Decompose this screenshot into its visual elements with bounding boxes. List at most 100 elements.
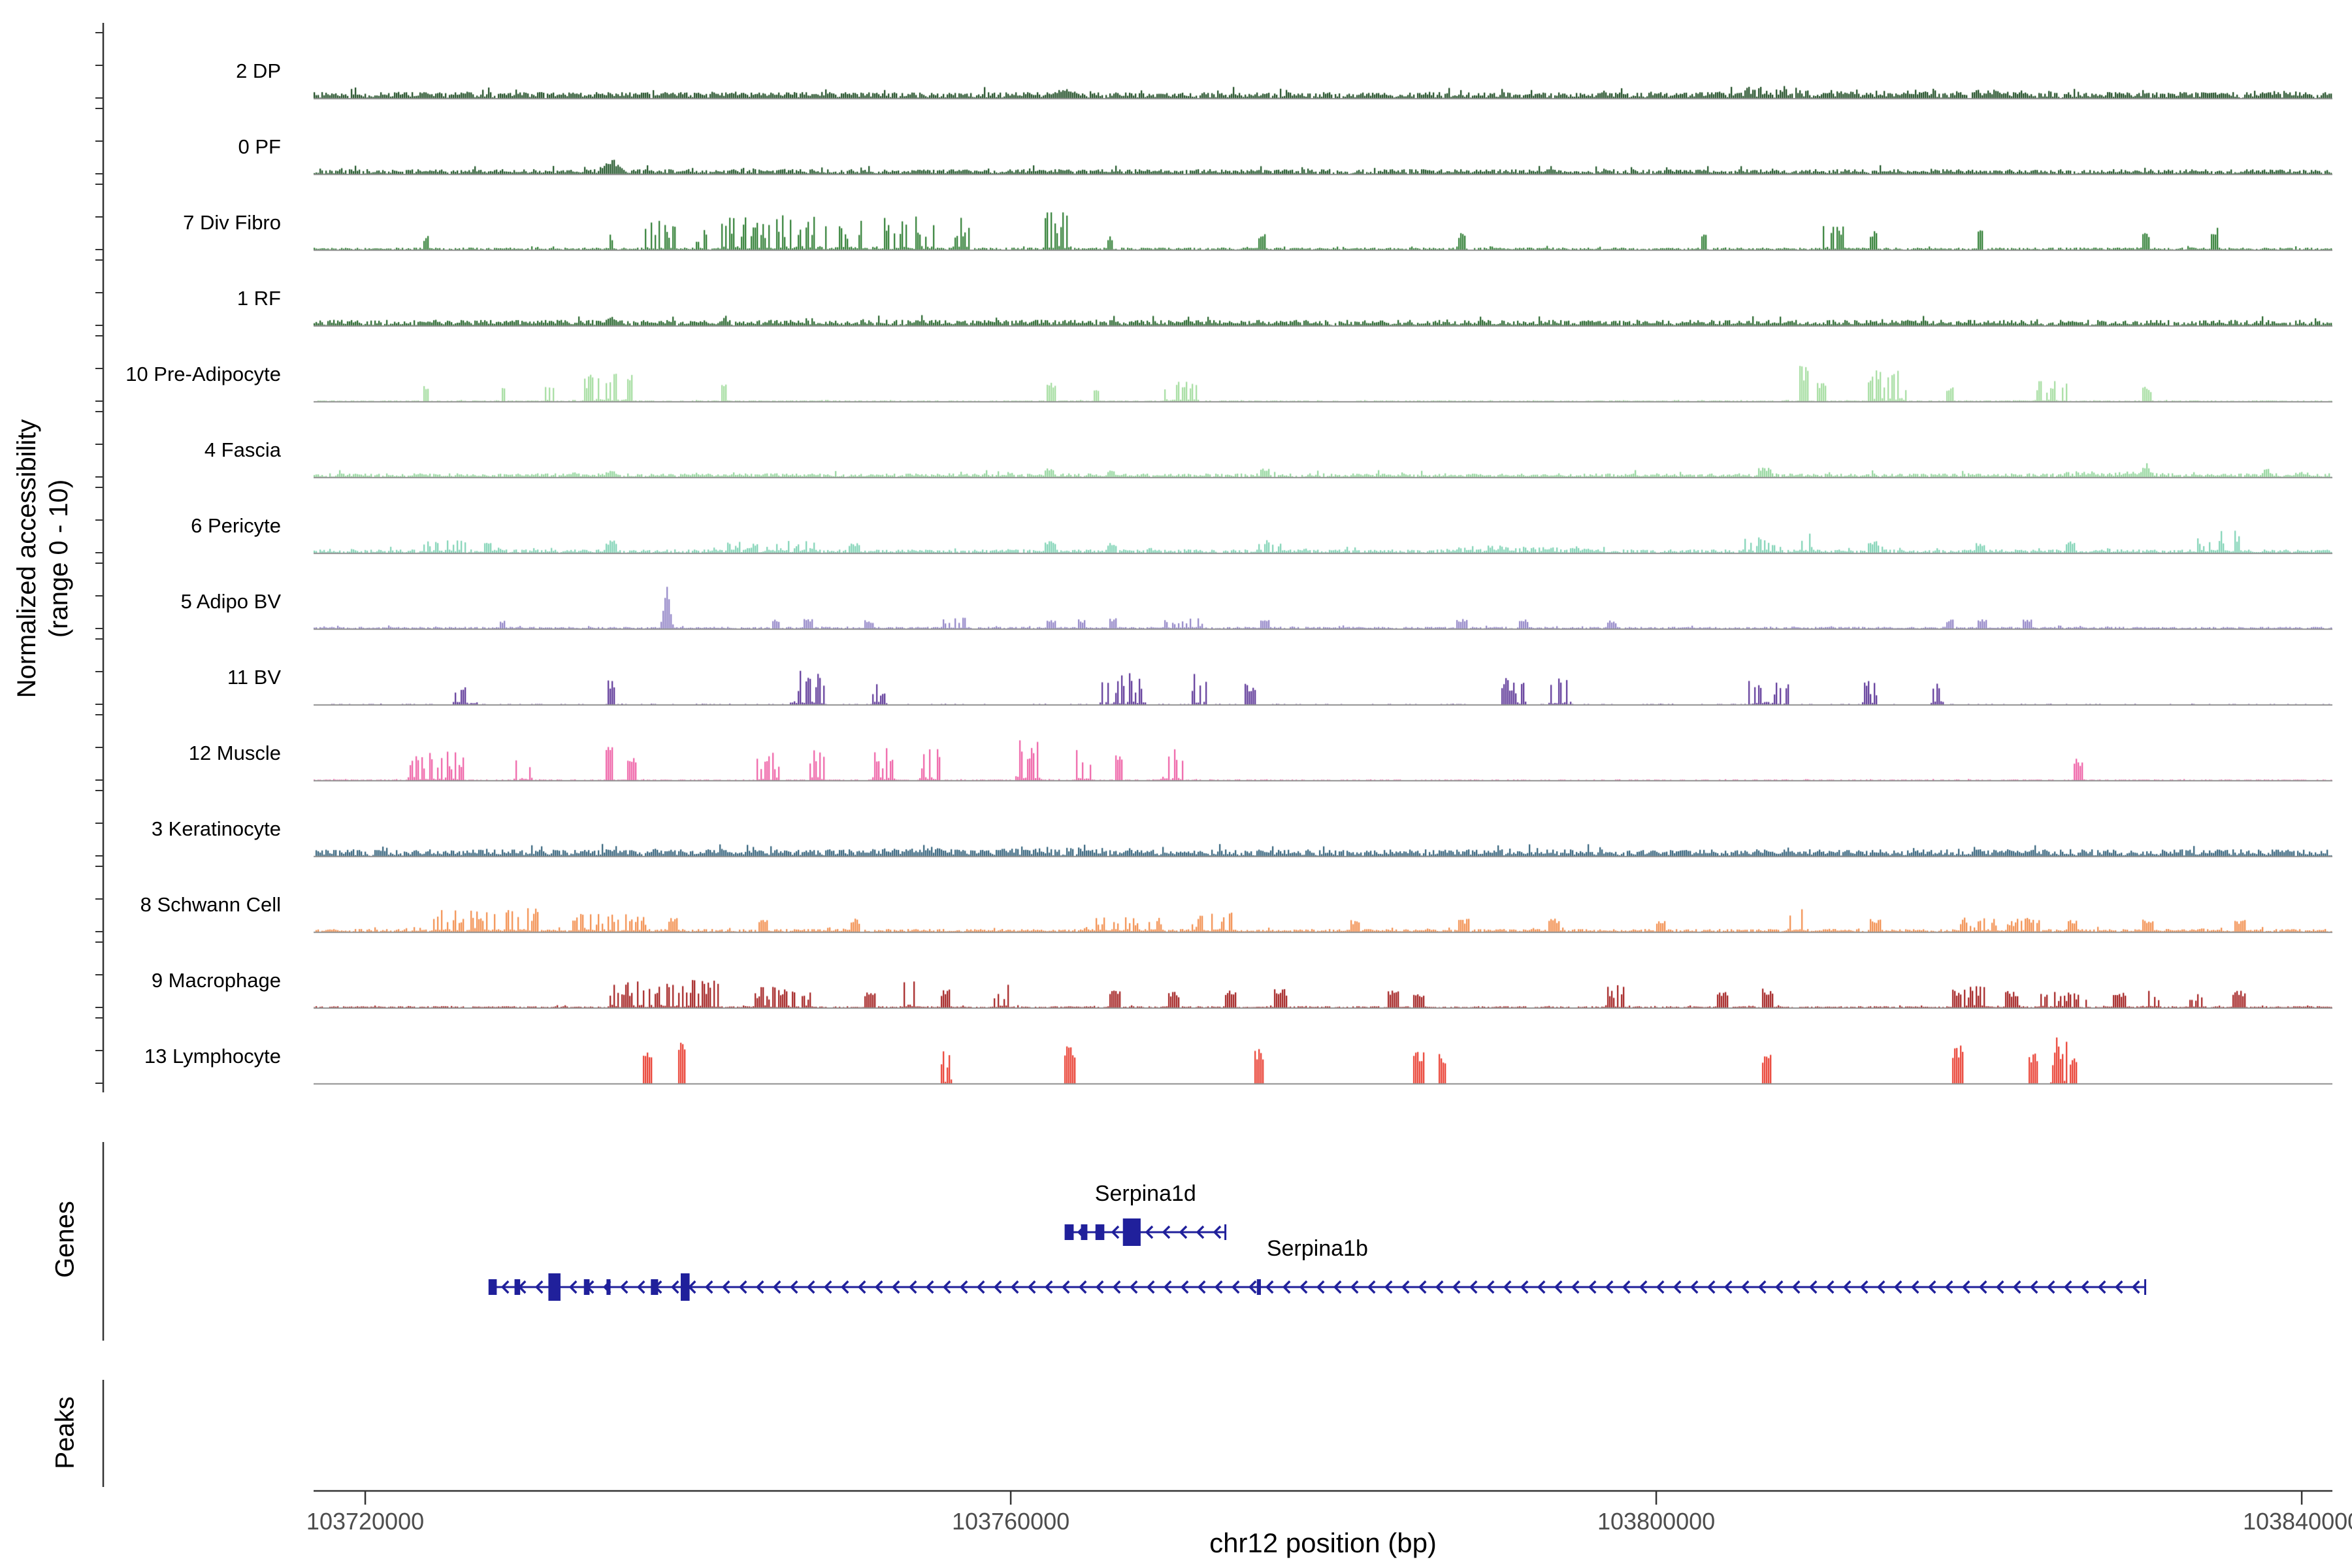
gene-strand-arrow bbox=[1486, 1280, 1495, 1294]
gene-strand-arrow bbox=[738, 1280, 747, 1294]
x-axis-tick-label-3: 103840000 bbox=[2242, 1508, 2352, 1535]
gene-strand-arrow bbox=[1027, 1280, 1036, 1294]
gene-strand-arrow bbox=[1146, 1280, 1155, 1294]
track-label-0: 2 DP bbox=[236, 59, 281, 82]
x-axis-tick-label-2: 103800000 bbox=[1597, 1508, 1716, 1535]
gene-strand-arrow bbox=[1010, 1280, 1019, 1294]
gene-models-svg: Serpina1d Serpina1b bbox=[488, 1181, 2146, 1301]
gene-exon bbox=[514, 1279, 521, 1295]
gene-strand-arrow bbox=[2012, 1280, 2021, 1294]
gene-strand-arrow bbox=[1893, 1280, 1903, 1294]
gene-exon bbox=[680, 1273, 690, 1301]
gene-strand-arrow bbox=[1112, 1280, 1121, 1294]
gene-strand-arrow bbox=[976, 1280, 985, 1294]
gene-exon bbox=[1256, 1279, 1261, 1295]
gene-strand-arrow bbox=[1469, 1280, 1478, 1294]
gene-label: Serpina1b bbox=[1267, 1236, 1368, 1261]
gene-strand-arrow bbox=[1248, 1280, 1257, 1294]
track-label-8: 11 BV bbox=[227, 666, 281, 689]
x-axis-tick-label-0: 103720000 bbox=[306, 1508, 425, 1535]
gene-strand-arrow bbox=[1808, 1280, 1818, 1294]
gene-strand-arrow bbox=[1162, 1225, 1171, 1239]
track-label-3: 1 RF bbox=[237, 287, 281, 310]
gene-strand-arrow bbox=[1791, 1280, 1801, 1294]
gene-strand-arrow bbox=[1656, 1280, 1665, 1294]
gene-exon bbox=[489, 1279, 497, 1295]
gene-strand-arrow bbox=[1214, 1280, 1223, 1294]
gene-strand-arrow bbox=[1163, 1280, 1172, 1294]
gene-strand-arrow bbox=[959, 1280, 968, 1294]
track-label-12: 9 Macrophage bbox=[151, 969, 281, 992]
gene-strand-arrow bbox=[1639, 1280, 1648, 1294]
gene-strand-arrow bbox=[1554, 1280, 1563, 1294]
gene-strand-arrow bbox=[925, 1280, 934, 1294]
track-label-9: 12 Muscle bbox=[188, 742, 281, 764]
gene-strand-arrow bbox=[1129, 1280, 1138, 1294]
gene-strand-arrow bbox=[755, 1280, 764, 1294]
gene-strand-arrow bbox=[1213, 1225, 1222, 1239]
gene-strand-arrow bbox=[1707, 1280, 1716, 1294]
gene-strand-arrow bbox=[840, 1280, 849, 1294]
gene-strand-arrow bbox=[1876, 1280, 1886, 1294]
gene-strand-arrow bbox=[1435, 1280, 1444, 1294]
gene-strand-arrow bbox=[1944, 1280, 1953, 1294]
gene-strand-arrow bbox=[874, 1280, 883, 1294]
gene-strand-arrow bbox=[2063, 1280, 2072, 1294]
gene-strand-arrow bbox=[1044, 1280, 1053, 1294]
gene-strand-arrow bbox=[1180, 1280, 1189, 1294]
gene-strand-arrow bbox=[721, 1280, 730, 1294]
gene-strand-arrow bbox=[1095, 1280, 1104, 1294]
gene-strand-arrow bbox=[1503, 1280, 1512, 1294]
gene-strand-arrow bbox=[1384, 1280, 1393, 1294]
gene-strand-arrow bbox=[1179, 1225, 1188, 1239]
gene-strand-arrow bbox=[1927, 1280, 1936, 1294]
gene-strand-arrow bbox=[2029, 1280, 2038, 1294]
track-label-11: 8 Schwann Cell bbox=[140, 893, 281, 916]
gene-strand-arrow bbox=[1774, 1280, 1784, 1294]
gene-strand-arrow bbox=[2080, 1280, 2089, 1294]
gene-strand-arrow bbox=[1231, 1280, 1240, 1294]
gene-strand-arrow bbox=[1995, 1280, 2004, 1294]
track-label-13: 13 Lymphocyte bbox=[144, 1045, 281, 1068]
x-axis-tick-label-1: 103760000 bbox=[951, 1508, 1070, 1535]
gene-strand-arrow bbox=[2046, 1280, 2055, 1294]
gene-strand-arrow bbox=[1401, 1280, 1410, 1294]
gene-exon bbox=[1095, 1224, 1105, 1240]
gene-strand-arrow bbox=[2114, 1280, 2123, 1294]
gene-strand-arrow bbox=[891, 1280, 900, 1294]
gene-strand-arrow bbox=[806, 1280, 815, 1294]
gene-strand-arrow bbox=[1316, 1280, 1325, 1294]
gene-strand-arrow bbox=[1910, 1280, 1919, 1294]
gene-strand-arrow bbox=[704, 1280, 713, 1294]
gene-strand-arrow bbox=[823, 1280, 832, 1294]
gene-strand-arrow bbox=[772, 1280, 781, 1294]
gene-label: Serpina1d bbox=[1095, 1181, 1196, 1206]
gene-exon bbox=[1081, 1224, 1088, 1240]
gene-exon bbox=[1066, 1224, 1074, 1240]
gene-strand-arrow bbox=[1859, 1280, 1869, 1294]
gene-strand-arrow bbox=[636, 1280, 645, 1294]
gene-strand-arrow bbox=[1265, 1280, 1274, 1294]
gene-exon bbox=[651, 1279, 659, 1295]
gene-strand-arrow bbox=[1978, 1280, 1987, 1294]
gene-strand-arrow bbox=[1282, 1280, 1291, 1294]
gene-strand-arrow bbox=[1622, 1280, 1631, 1294]
track-label-2: 7 Div Fibro bbox=[183, 211, 281, 234]
gene-strand-arrow bbox=[1520, 1280, 1529, 1294]
gene-strand-arrow bbox=[993, 1280, 1002, 1294]
gene-strand-arrow bbox=[1842, 1280, 1852, 1294]
gene-strand-arrow bbox=[2097, 1280, 2106, 1294]
gene-strand-arrow bbox=[619, 1280, 629, 1294]
gene-strand-arrow bbox=[670, 1280, 679, 1294]
gene-exon bbox=[1122, 1218, 1141, 1246]
gene-strand-arrow bbox=[1418, 1280, 1427, 1294]
gene-strand-arrow bbox=[1333, 1280, 1342, 1294]
gene-strand-arrow bbox=[1961, 1280, 1970, 1294]
gene-strand-arrow bbox=[942, 1280, 951, 1294]
x-axis-title: chr12 position (bp) bbox=[1209, 1527, 1437, 1558]
gene-exon bbox=[583, 1279, 590, 1295]
track-label-7: 5 Adipo BV bbox=[180, 590, 281, 613]
gene-strand-arrow bbox=[500, 1280, 510, 1294]
